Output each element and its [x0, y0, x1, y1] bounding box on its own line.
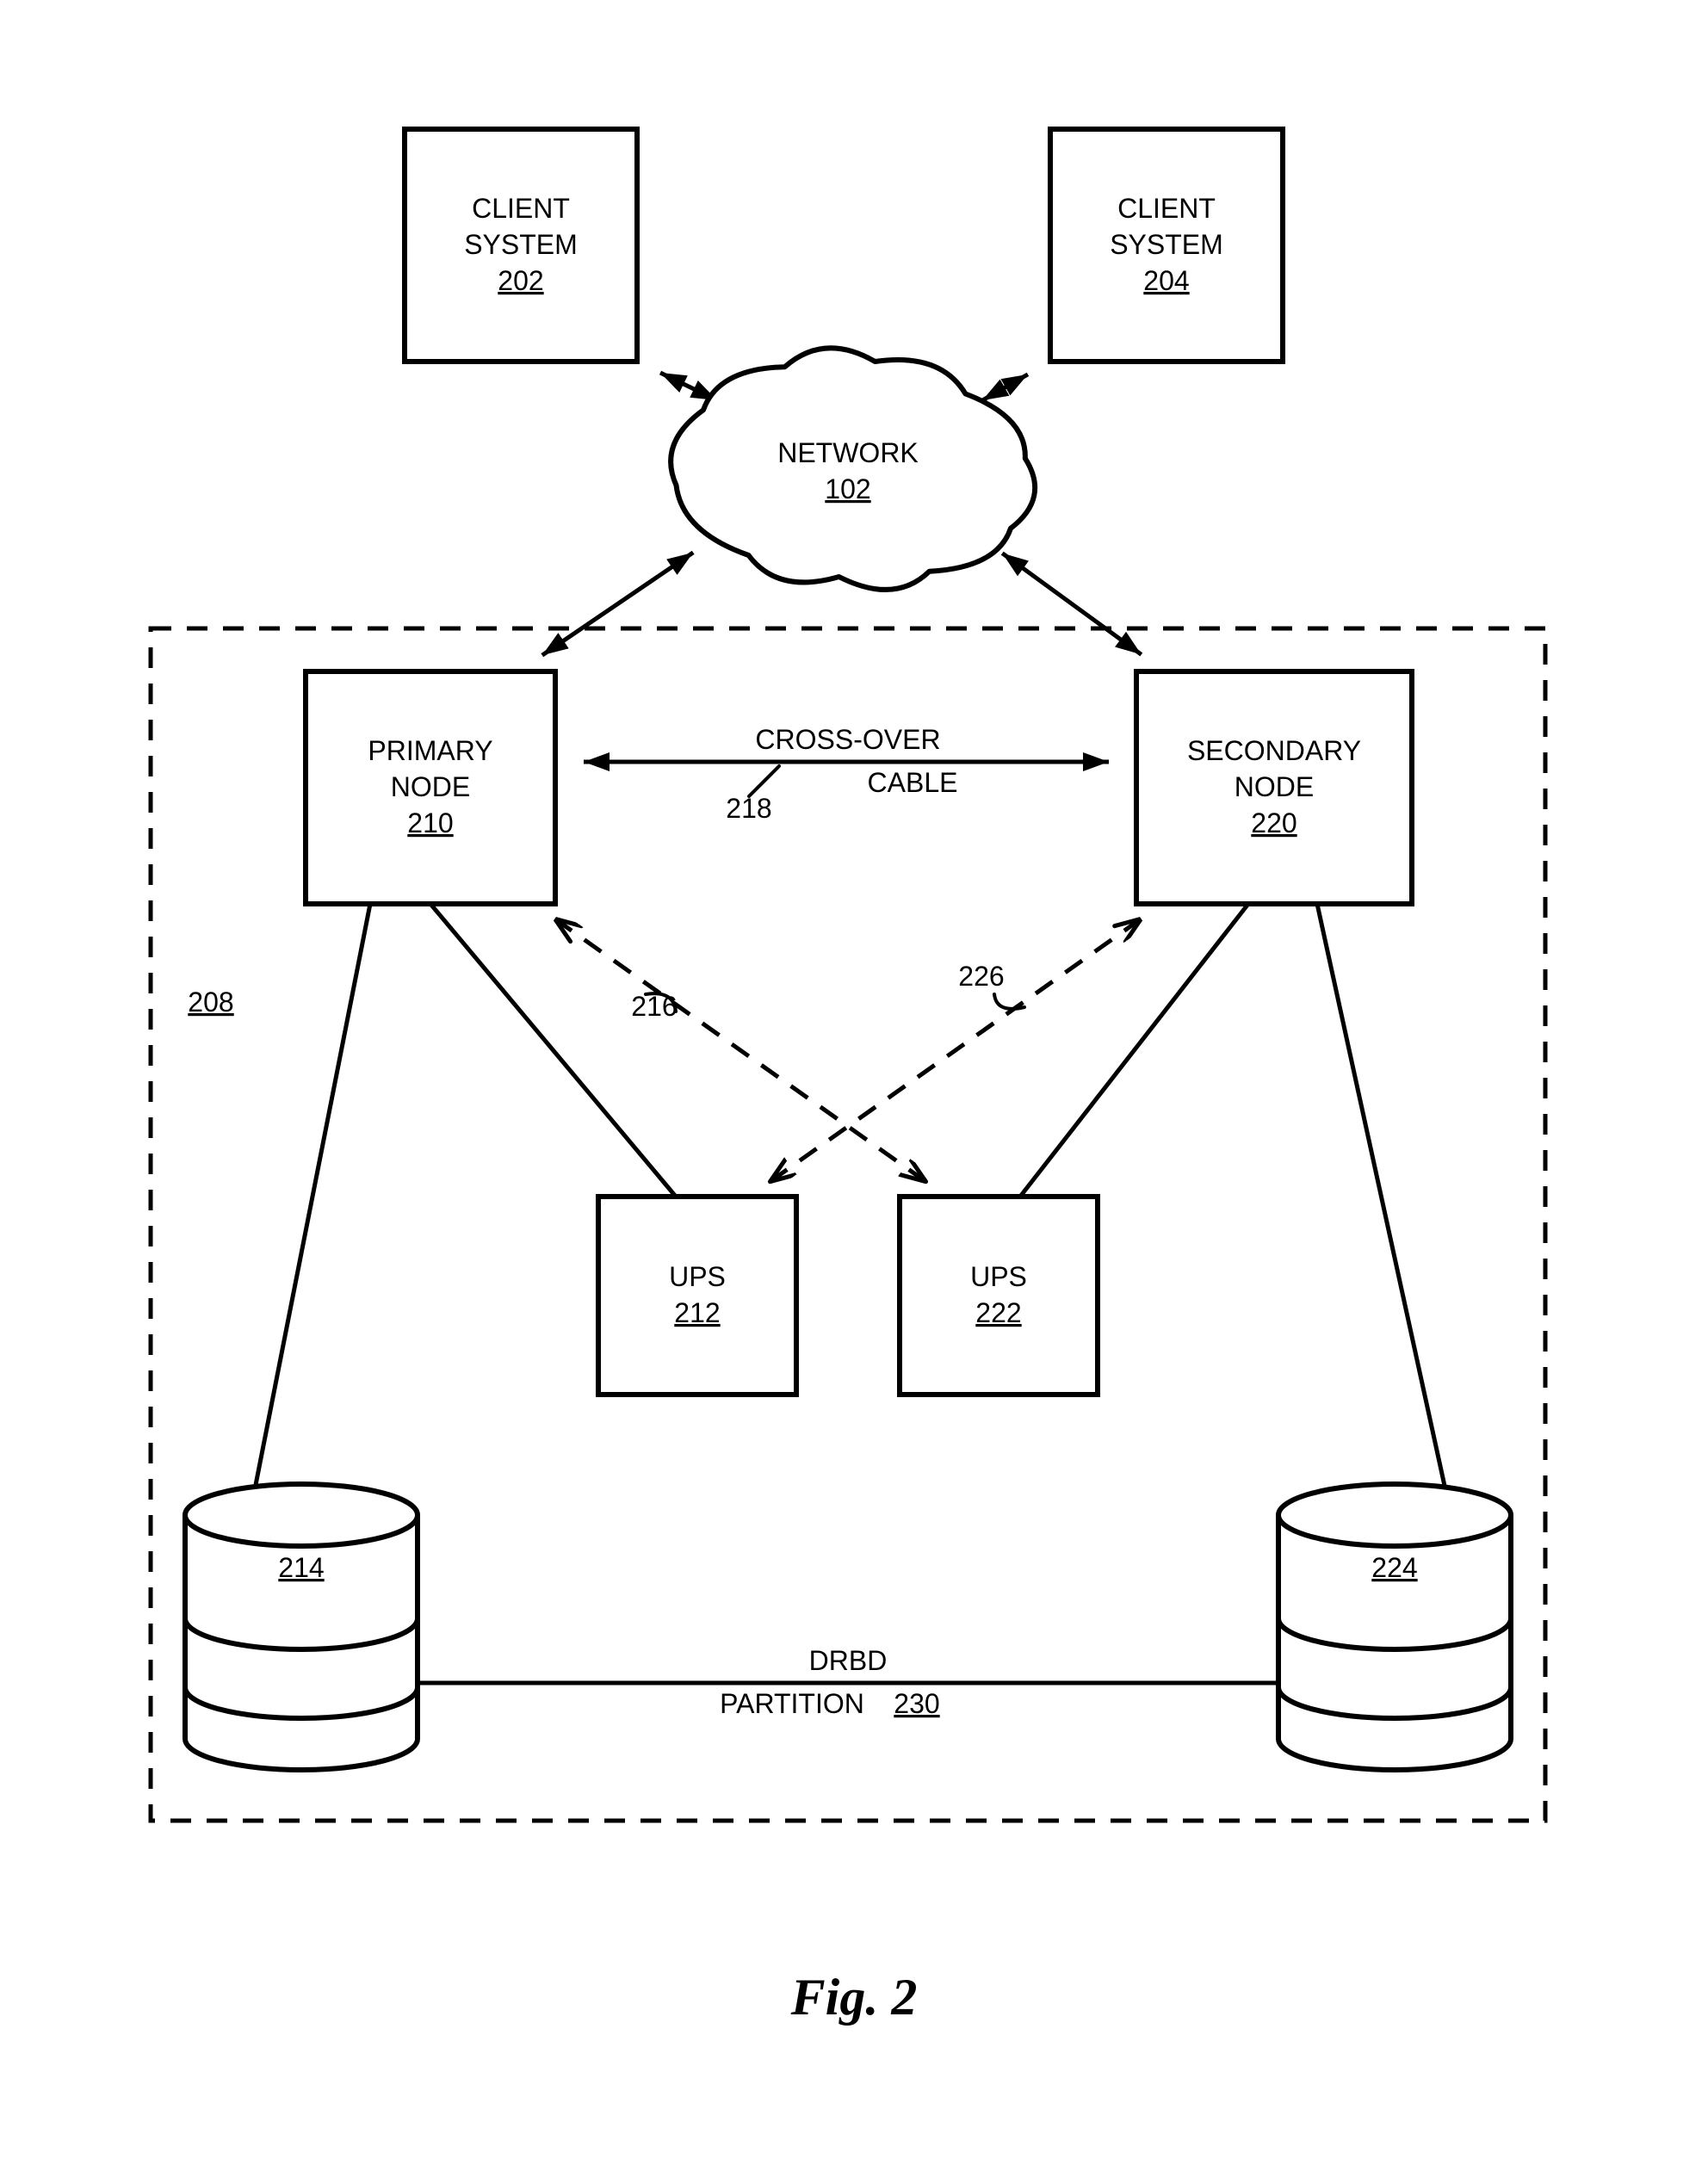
partition-ref: 230: [894, 1688, 939, 1719]
connector-cloud_primary: [542, 553, 693, 655]
container-ref: 208: [188, 987, 233, 1018]
connector-primary_cylL: [254, 904, 370, 1494]
crossover-ref: 218: [726, 793, 771, 824]
crossover-label-1: CROSS-OVER: [755, 724, 940, 755]
crossover-label-2: CABLE: [868, 767, 958, 798]
connector-cloud_secondary: [1002, 554, 1142, 655]
cylinder-left-ref: 214: [278, 1552, 324, 1583]
figure-caption: Fig. 2: [790, 1969, 918, 2026]
box-ups_left: UPS 212: [598, 1197, 796, 1395]
box-ups_right-label-0: UPS: [970, 1261, 1027, 1292]
ref-226: 226: [958, 961, 1004, 992]
partition-label-2: PARTITION: [720, 1688, 864, 1719]
cylinder-left: [185, 1484, 418, 1770]
connector-clientR_cloud: [982, 374, 1028, 400]
box-secondary: SECONDARY NODE 220: [1136, 671, 1412, 904]
network-label: NETWORK: [777, 437, 919, 468]
box-primary: PRIMARY NODE 210: [306, 671, 555, 904]
connector-primary_upsR: [554, 919, 925, 1181]
ref-216: 216: [631, 991, 677, 1022]
box-client_right-label-1: SYSTEM: [1110, 229, 1223, 260]
connector-secondary_upsL: [770, 919, 1141, 1181]
box-ups_left-ref: 212: [674, 1297, 720, 1328]
box-secondary-ref: 220: [1251, 807, 1296, 838]
box-ups_right-ref: 222: [975, 1297, 1021, 1328]
box-client_left-label-1: SYSTEM: [464, 229, 578, 260]
box-primary-ref: 210: [407, 807, 453, 838]
connector-secondary_cylR: [1317, 904, 1446, 1494]
network-cloud: [671, 348, 1035, 590]
box-client_right: CLIENT SYSTEM 204: [1050, 129, 1283, 362]
network-ref: 102: [825, 473, 870, 504]
box-client_right-ref: 204: [1143, 265, 1189, 296]
cylinder-right-ref: 224: [1371, 1552, 1417, 1583]
box-client_left-label-0: CLIENT: [472, 193, 570, 224]
hook-ref218: [749, 766, 779, 796]
cylinder-right: [1278, 1484, 1511, 1770]
box-primary-label-0: PRIMARY: [368, 735, 492, 766]
box-secondary-label-1: NODE: [1235, 771, 1314, 802]
box-client_right-label-0: CLIENT: [1117, 193, 1216, 224]
box-secondary-label-0: SECONDARY: [1187, 735, 1361, 766]
box-client_left-ref: 202: [498, 265, 543, 296]
box-ups_left-label-0: UPS: [669, 1261, 726, 1292]
box-primary-label-1: NODE: [391, 771, 470, 802]
connector-secondary_upsR: [1020, 904, 1248, 1197]
box-client_left: CLIENT SYSTEM 202: [405, 129, 637, 362]
partition-label-1: DRBD: [809, 1645, 888, 1676]
box-ups_right: UPS 222: [900, 1197, 1098, 1395]
connector-primary_upsL: [430, 904, 676, 1197]
hook-ref226: [994, 994, 1024, 1009]
